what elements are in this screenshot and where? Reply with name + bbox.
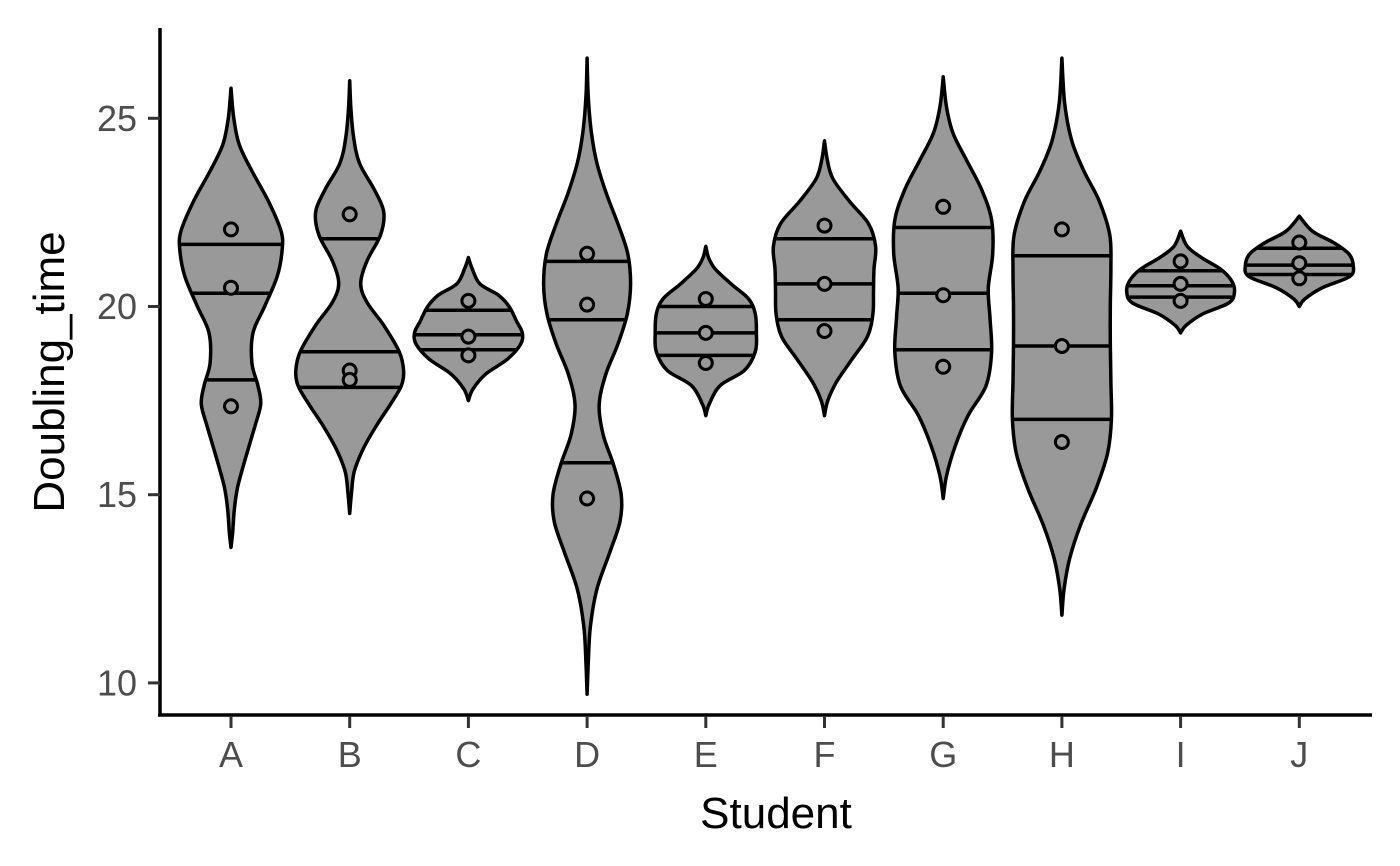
data-point-d-0 <box>579 245 596 262</box>
data-point-d-2 <box>579 490 596 507</box>
x-axis-ticks: A B C D E F G H I J <box>219 716 1308 775</box>
violin-group-b <box>293 78 406 516</box>
violin-b <box>293 78 406 516</box>
data-point-c-0 <box>460 292 477 309</box>
violin-d <box>541 56 633 696</box>
x-tick-label-g: G <box>929 734 957 775</box>
data-point-g-1 <box>935 287 952 304</box>
data-point-e-0 <box>697 291 714 307</box>
data-point-a-0 <box>223 221 239 238</box>
y-tick-label-1: 15 <box>97 474 137 515</box>
data-point-i-0 <box>1172 253 1189 270</box>
x-tick-label-f: F <box>814 734 836 775</box>
violins-layer <box>177 56 1356 696</box>
data-point-f-1 <box>816 275 833 292</box>
data-point-g-2 <box>935 358 952 375</box>
y-tick-label-2: 20 <box>97 286 137 327</box>
data-point-h-1 <box>1053 338 1070 354</box>
data-point-h-0 <box>1053 221 1070 238</box>
data-point-e-2 <box>697 355 714 371</box>
data-point-h-2 <box>1053 434 1070 450</box>
y-tick-label-3: 25 <box>97 98 137 139</box>
violin-group-j <box>1243 214 1356 309</box>
violin-group-e <box>653 244 759 418</box>
x-tick-label-h: H <box>1049 734 1075 775</box>
x-axis-title: Student <box>700 789 852 838</box>
y-axis-ticks: 10 15 20 25 <box>97 98 160 703</box>
violin-group-d <box>541 56 633 696</box>
data-point-a-1 <box>223 279 239 296</box>
violin-group-i <box>1124 229 1237 335</box>
data-point-a-2 <box>223 398 239 415</box>
violin-group-h <box>1010 56 1114 617</box>
violin-group-f <box>771 139 878 418</box>
data-point-i-1 <box>1172 275 1189 292</box>
data-point-g-0 <box>935 198 952 215</box>
data-point-j-2 <box>1291 270 1308 287</box>
violin-group-g <box>891 75 995 501</box>
data-point-c-2 <box>460 347 477 364</box>
data-point-j-0 <box>1291 234 1308 251</box>
x-tick-label-d: D <box>574 734 600 775</box>
data-point-j-1 <box>1291 255 1308 272</box>
x-tick-label-b: B <box>338 734 362 775</box>
data-point-i-2 <box>1172 292 1189 309</box>
x-tick-label-e: E <box>694 734 718 775</box>
data-point-b-2 <box>341 371 358 388</box>
violin-group-a <box>177 86 285 550</box>
violin-h <box>1010 56 1114 617</box>
y-tick-label-0: 10 <box>97 662 137 703</box>
data-point-b-0 <box>341 206 358 223</box>
data-point-c-1 <box>460 328 477 345</box>
data-point-d-1 <box>579 296 596 313</box>
x-tick-label-c: C <box>455 734 481 775</box>
x-tick-label-j: J <box>1290 734 1308 775</box>
data-point-f-2 <box>816 323 833 339</box>
violin-a <box>177 86 285 550</box>
data-point-e-1 <box>697 324 714 341</box>
data-point-f-0 <box>816 217 833 234</box>
x-tick-label-i: I <box>1176 734 1186 775</box>
x-tick-label-a: A <box>219 734 243 775</box>
violin-group-c <box>412 255 525 403</box>
y-axis-title: Doubling_time <box>25 231 74 512</box>
